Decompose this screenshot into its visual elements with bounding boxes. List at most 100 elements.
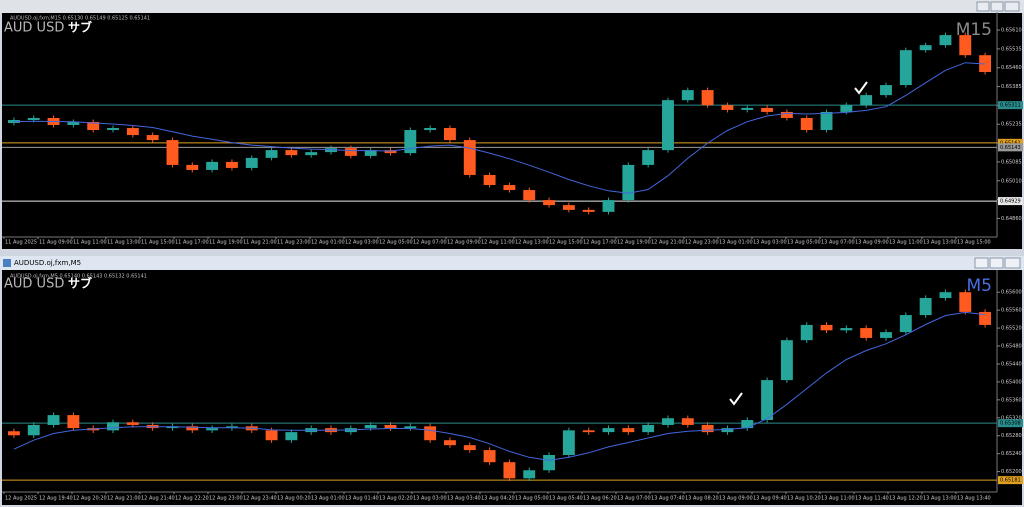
x-tick-label: 12 Aug 01:00 [311,240,345,246]
x-tick-label: 12 Aug 21:00 [651,240,685,246]
price-level-label: 0.65311 [1000,103,1021,109]
candle-body [67,415,80,429]
timeframe-label: M15 [956,20,992,40]
candle-body [761,380,774,421]
symbol-label: AUD USD [4,21,64,36]
x-tick-label: 13 Aug 05:00 [787,240,821,246]
candle-body [424,426,437,441]
candle-body [939,292,952,299]
y-tick-label: 0.65440 [1001,361,1022,367]
x-tick-label: 12 Aug 03:00 [345,240,379,246]
y-tick-label: 0.65360 [1001,397,1022,403]
candle-body [107,422,119,431]
y-tick-label: 0.65600 [1001,290,1022,296]
x-tick-label: 13 Aug 01:40 [345,496,379,502]
candle-body [404,426,417,429]
candle-body [780,340,793,381]
candle-body [107,128,119,131]
close-button[interactable] [1004,1,1020,12]
candle-body [602,428,615,433]
check-mark [854,81,868,95]
x-tick-label: 12 Aug 11:00 [481,240,515,246]
candle-body [483,450,496,463]
x-tick-label: 13 Aug 09:40 [753,496,787,502]
y-tick-label: 0.65010 [1001,178,1022,184]
candle-body [820,324,833,331]
candle-body [622,164,635,201]
charts: 0.656100.655350.654600.653850.653100.652… [2,12,1023,502]
minimize-button[interactable] [974,257,989,269]
candle-body [681,90,694,101]
candle-body [622,428,635,433]
top-window-buttons[interactable] [976,1,1020,12]
y-tick-label: 0.65400 [1001,379,1022,385]
candle-body [840,105,853,112]
candle-body [701,424,714,433]
chart-area [2,13,1022,249]
candle-body [919,298,932,316]
top-window-bar [0,0,1024,13]
x-tick-label: 13 Aug 03:00 [413,496,447,502]
price-level-tag [998,143,1023,152]
x-tick-label: 12 Aug 23:40 [243,496,277,502]
x-tick-label: 13 Aug 09:00 [855,240,889,246]
x-tick-label: 12 Aug 22:20 [175,496,209,502]
y-tick-label: 0.65280 [1001,433,1022,439]
maximize-button[interactable] [989,257,1004,269]
x-tick-label: 13 Aug 08:20 [685,496,719,502]
y-tick-label: 0.65385 [1001,84,1022,90]
restore-button[interactable] [990,1,1004,12]
x-tick-label: 11 Aug 19:00 [209,240,243,246]
x-tick-label: 12 Aug 17:00 [583,240,617,246]
y-tick-label: 0.65200 [1001,469,1022,475]
candle-body [979,311,992,325]
check-mark [729,392,743,406]
price-level-tag [998,101,1023,110]
price-level-label: 0.65181 [1000,478,1021,484]
y-tick-label: 0.64860 [1001,216,1022,222]
x-tick-label: 13 Aug 04:20 [481,496,515,502]
x-tick-label: 13 Aug 02:20 [379,496,413,502]
candle-body [899,315,912,333]
candle-body [721,105,734,110]
x-tick-label: 12 Aug 13:00 [515,240,549,246]
moving-average [13,311,986,461]
x-tick-label: 11 Aug 11:00 [73,240,107,246]
close-button[interactable] [1004,257,1021,269]
candle-body [245,157,258,168]
minimize-button[interactable] [976,1,990,12]
x-tick-label: 13 Aug 07:00 [821,240,855,246]
candle-body [919,45,932,51]
price-level-label: 0.64929 [1000,199,1021,205]
candle-body [582,430,595,433]
x-tick-label: 13 Aug 13:00 [923,240,957,246]
candle-body [404,130,417,154]
y-tick-label: 0.65460 [1001,65,1022,71]
candle-body [721,428,734,433]
candle-body [860,95,873,106]
candle-body [206,161,219,170]
candle-body [166,140,179,165]
candle-body [305,152,318,156]
price-level-tag [998,138,1023,147]
timeframe-label: M5 [967,276,992,296]
y-tick-label: 0.65235 [1001,122,1022,128]
x-tick-label: 11 Aug 2025 [5,240,37,246]
x-tick-label: 13 Aug 13:00 [923,496,957,502]
y-tick-label: 0.65520 [1001,326,1022,332]
candle-body [463,445,476,451]
candle-body [780,111,793,118]
x-tick-label: 13 Aug 06:20 [583,496,617,502]
candle-body [384,424,397,429]
candle-body [880,332,892,338]
candle-body [582,209,595,212]
price-level-label: 0.65308 [1000,421,1021,427]
x-tick-label: 13 Aug 12:20 [889,496,923,502]
candle-body [523,190,536,201]
price-level-label: 0.65143 [1000,145,1021,151]
window-buttons[interactable] [974,257,1021,269]
x-tick-label: 13 Aug 13:40 [957,496,991,502]
x-tick-label: 12 Aug 21:00 [107,496,141,502]
x-tick-label: 13 Aug 03:00 [753,240,787,246]
